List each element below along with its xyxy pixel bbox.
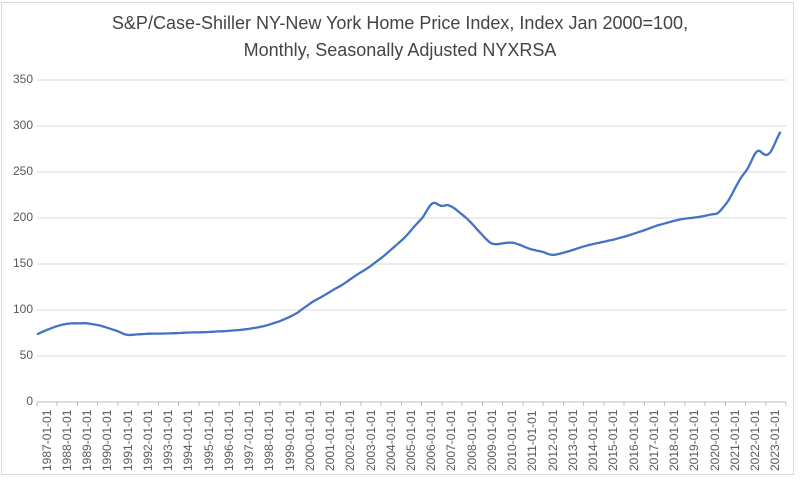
x-axis-tick-label: 1999-01-01 <box>282 409 297 471</box>
y-axis-tick-label: 350 <box>12 72 33 86</box>
x-axis-tick-label: 1994-01-01 <box>181 409 196 471</box>
y-axis-tick-label: 200 <box>12 210 33 224</box>
chart-title-line-1: S&P/Case-Shiller NY-New York Home Price … <box>111 13 689 33</box>
x-axis-tick-label: 2014-01-01 <box>586 409 601 471</box>
x-axis-tick-label: 1990-01-01 <box>100 409 115 471</box>
y-axis-tick-label: 0 <box>26 394 33 408</box>
x-axis-tick-label: 2017-01-01 <box>646 409 661 471</box>
y-axis-tick-label: 300 <box>12 118 33 132</box>
x-axis-tick-label: 1989-01-01 <box>80 409 95 471</box>
x-axis-tick-label: 2019-01-01 <box>687 409 702 471</box>
x-axis-tick-label: 2006-01-01 <box>424 409 439 471</box>
y-axis-tick-label: 150 <box>12 256 33 270</box>
x-axis-tick-label: 1993-01-01 <box>161 409 176 471</box>
x-axis-tick-label: 2008-01-01 <box>464 409 479 471</box>
x-axis-tick-label: 1991-01-01 <box>120 409 135 471</box>
x-axis-tick-label: 2004-01-01 <box>383 409 398 471</box>
x-axis-tick-label: 2018-01-01 <box>667 409 682 471</box>
x-axis-tick-label: 2021-01-01 <box>727 409 742 471</box>
y-axis-tick-label: 50 <box>19 348 33 362</box>
x-axis-tick-label: 1987-01-01 <box>39 409 54 471</box>
x-axis-tick-label: 2016-01-01 <box>626 409 641 471</box>
x-axis-tick-label: 2007-01-01 <box>444 409 459 471</box>
x-axis-tick-label: 1992-01-01 <box>140 409 155 471</box>
x-axis-tick-label: 2011-01-01 <box>525 410 540 472</box>
x-axis-tick-label: 1997-01-01 <box>242 409 257 471</box>
x-axis-tick-label: 2009-01-01 <box>484 409 499 471</box>
x-axis-tick-label: 1996-01-01 <box>221 409 236 471</box>
x-axis-tick-label: 2000-01-01 <box>302 409 317 471</box>
chart-title: S&P/Case-Shiller NY-New York Home Price … <box>0 10 800 64</box>
x-axis-tick-label: 2012-01-01 <box>545 409 560 471</box>
chart-border-frame <box>1 2 794 475</box>
x-axis-tick-label: 2010-01-01 <box>505 409 520 471</box>
x-axis-tick-label: 2003-01-01 <box>363 409 378 471</box>
home-price-index-line <box>36 131 782 337</box>
x-axis-tick-label: 2022-01-01 <box>748 409 763 471</box>
chart-title-line-2: Monthly, Seasonally Adjusted NYXRSA <box>243 40 557 60</box>
x-axis-tick-label: 1988-01-01 <box>59 409 74 471</box>
x-axis-tick-label: 2023-01-01 <box>768 409 783 471</box>
x-axis-tick-label: 1995-01-01 <box>201 409 216 471</box>
y-axis-tick-label: 100 <box>12 302 33 316</box>
x-axis-tick-label: 1998-01-01 <box>262 409 277 471</box>
x-axis-tick-label: 2001-01-01 <box>323 409 338 471</box>
x-axis-tick-label: 2013-01-01 <box>565 409 580 471</box>
x-axis-tick-label: 2015-01-01 <box>606 409 621 471</box>
x-axis-tick-label: 2002-01-01 <box>343 409 358 471</box>
x-axis-tick-label: 2005-01-01 <box>404 409 418 471</box>
x-axis-tick-label: 2020-01-01 <box>707 409 722 471</box>
y-axis-tick-label: 250 <box>12 164 33 178</box>
